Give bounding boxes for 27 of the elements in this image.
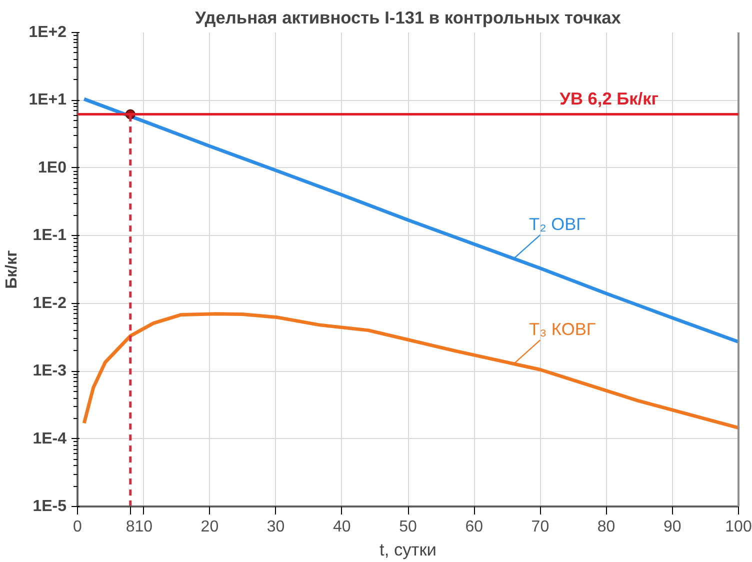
x-tick-label: 30 [266, 518, 285, 536]
y-tick-label: 1E-5 [32, 498, 67, 515]
y-tick-label: 1E-2 [32, 294, 67, 312]
line-series [82, 312, 738, 430]
y-tick-label: 1E-3 [32, 362, 67, 380]
y-tick-label: 1E+2 [28, 24, 67, 41]
y-tick-label: 1E-1 [32, 227, 67, 244]
x-axis-title: t, сутки [380, 540, 436, 560]
series-label: T₂ ОВГ [528, 214, 586, 234]
series-label: T₃ КОВГ [528, 319, 596, 340]
x-tick-label: 50 [399, 518, 417, 536]
x-tick-label: 20 [200, 518, 219, 536]
x-tick-label: 80 [597, 518, 616, 536]
y-tick-label: 1E0 [38, 159, 67, 176]
x-tick-label: 90 [664, 518, 682, 536]
x-tick-label: 10 [134, 518, 153, 536]
ref-line-label: УВ 6,2 Бк/кг [560, 88, 658, 108]
chart-title: Удельная активность I-131 в контрольных точках [195, 8, 622, 28]
x-tick-label: 100 [725, 518, 752, 536]
y-tick-label: 1E+1 [28, 92, 67, 109]
x-tick-label: 60 [465, 518, 484, 536]
x-tick-label: 70 [531, 518, 550, 536]
x-tick-label: 40 [333, 518, 351, 536]
x-tick-label: 0 [73, 518, 82, 536]
y-axis-title: Бк/кг [4, 250, 21, 289]
ref-line-label: 8 [126, 518, 135, 536]
y-tick-label: 1E-4 [32, 430, 67, 448]
